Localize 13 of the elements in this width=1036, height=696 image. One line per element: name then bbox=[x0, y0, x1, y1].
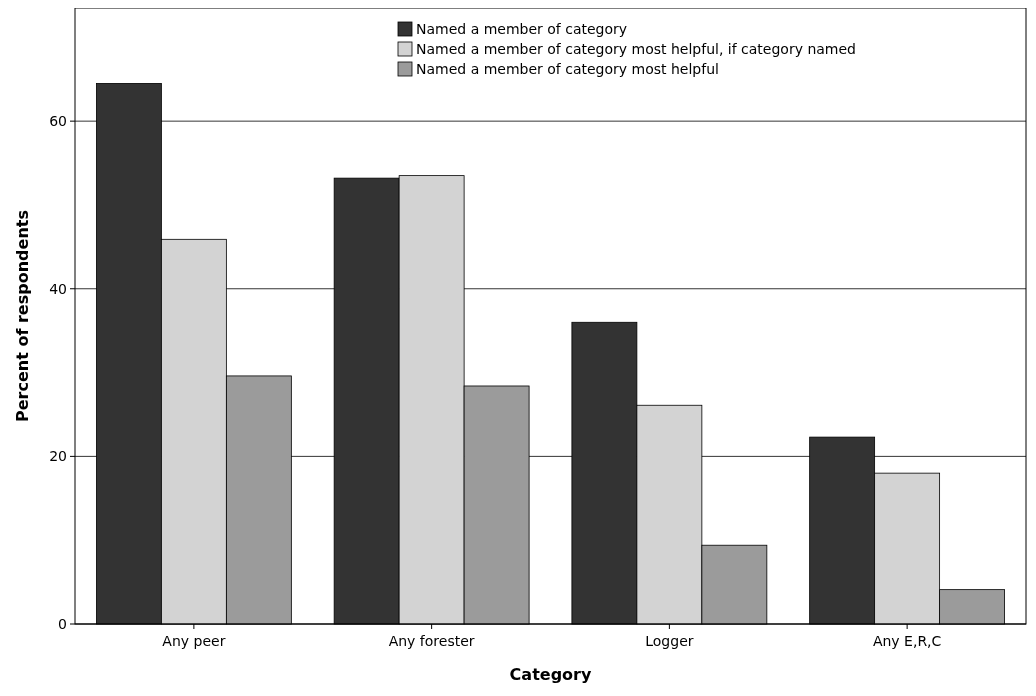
legend-label: Named a member of category most helpful, if category named bbox=[416, 40, 857, 57]
y-tick-label: 0 bbox=[58, 615, 67, 632]
x-axis-title: Category bbox=[509, 665, 592, 684]
x-tick-label: Logger bbox=[645, 633, 694, 649]
x-tick-label: Any E,R,C bbox=[872, 633, 942, 649]
y-axis-title: Percent of respondents bbox=[13, 210, 32, 422]
x-tick-label: Any forester bbox=[388, 633, 475, 649]
x-tick-label: Any peer bbox=[162, 633, 226, 649]
legend-label: Named a member of category most helpful bbox=[416, 60, 719, 77]
y-tick-label: 40 bbox=[49, 280, 67, 297]
y-tick-label: 20 bbox=[49, 448, 67, 465]
legend-label: Named a member of category bbox=[416, 20, 628, 37]
y-tick-label: 60 bbox=[49, 113, 67, 130]
